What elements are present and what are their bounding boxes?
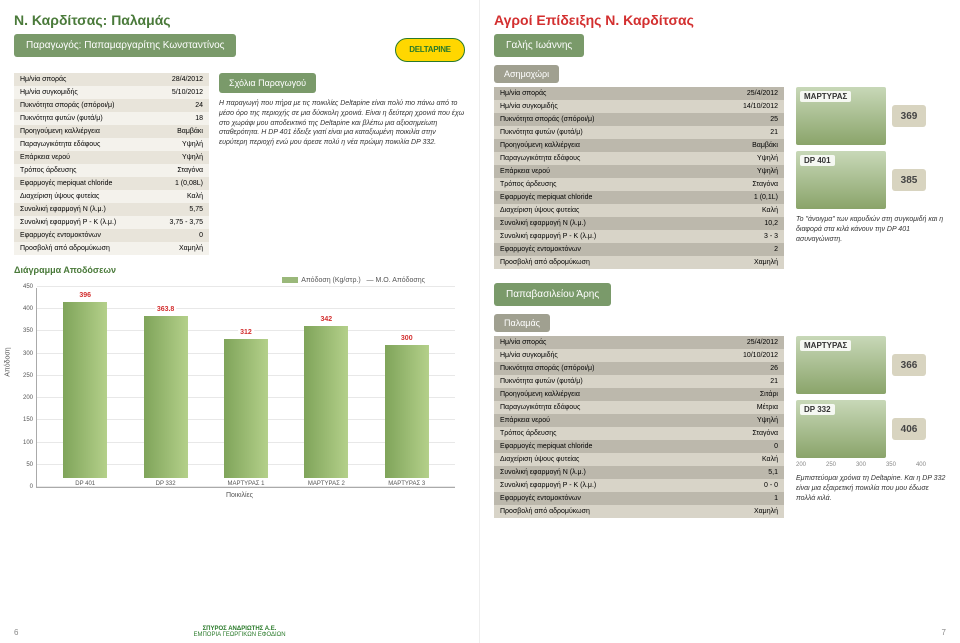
yield-thumb: DP 401385 bbox=[796, 151, 946, 209]
x-axis-label: Ποικιλίες bbox=[14, 492, 465, 499]
y-axis-label: Απόδοση bbox=[5, 347, 12, 376]
chart-title: Διάγραμμα Αποδόσεων bbox=[14, 265, 465, 275]
bar: 312ΜΑΡΤΥΡΑΣ 1 bbox=[211, 339, 281, 487]
comment-heading: Σχόλια Παραγωγού bbox=[219, 73, 316, 93]
meta-row: Προηγούμενη καλλιέργειαΒαμβάκι bbox=[14, 125, 209, 138]
meta-row: Συνολική εφαρμογή P - K (λ.μ.)3,75 - 3,7… bbox=[14, 216, 209, 229]
meta-row: Διαχείριση ύψους φυτείαςΚαλή bbox=[14, 190, 209, 203]
meta-row: Ημ/νία συγκομιδής5/10/2012 bbox=[14, 86, 209, 99]
chart-legend: Απόδοση (Kg/στρ.) — Μ.Ο. Απόδοσης bbox=[14, 277, 425, 284]
note-text: Το "άνοιγμα" των καρυδιών στη συγκομιδή … bbox=[796, 215, 946, 244]
page-number: 7 bbox=[942, 628, 946, 637]
deltapine-logo: DELTAPINE bbox=[395, 38, 465, 62]
producer-pill: Παραγωγός: Παπαμαργαρίτης Κωνσταντίνος bbox=[14, 34, 236, 57]
page-title-right: Αγροί Επίδειξης Ν. Καρδίτσας bbox=[494, 12, 946, 28]
meta-row: Πυκνότητα φυτών (φυτά/μ)18 bbox=[14, 112, 209, 125]
bar-chart: 050100150200250300350400450396DP 401363.… bbox=[36, 288, 455, 488]
location-pill: Παλαμάς bbox=[494, 314, 550, 332]
yield-thumb: ΜΑΡΤΥΡΑΣ369 bbox=[796, 87, 946, 145]
footer-logo: ΣΠΥΡΟΣ ΑΝΔΡΙΩΤΗΣ Α.Ε. ΕΜΠΟΡΙΑ ΓΕΩΡΓΙΚΩΝ … bbox=[193, 626, 285, 639]
page-number: 6 bbox=[14, 628, 18, 637]
yield-thumb: DP 332406 bbox=[796, 400, 946, 458]
page-title-left: Ν. Καρδίτσας: Παλαμάς bbox=[14, 12, 465, 28]
meta-row: Εφαρμογές εντομοκτόνων0 bbox=[14, 229, 209, 242]
bar: 300ΜΑΡΤΥΡΑΣ 3 bbox=[372, 345, 442, 487]
meta-row: Παραγωγικότητα εδάφουςΥψηλή bbox=[14, 138, 209, 151]
bar: 363.8DP 332 bbox=[131, 316, 201, 487]
meta-table: Ημ/νία σποράς25/4/2012Ημ/νία συγκομιδής1… bbox=[494, 87, 784, 269]
location-pill: Ασημοχώρι bbox=[494, 65, 559, 83]
meta-row: Προσβολή από αδρομύκωσηΧαμηλή bbox=[14, 242, 209, 255]
producer-pill: Παπαβασιλείου Άρης bbox=[494, 283, 611, 306]
yield-thumb: ΜΑΡΤΥΡΑΣ366 bbox=[796, 336, 946, 394]
meta-row: Εφαρμογές mepiquat chloride1 (0,08L) bbox=[14, 177, 209, 190]
note-text: Εμπιστεύομαι χρόνια τη Deltapine. Και η … bbox=[796, 474, 946, 503]
meta-table-left: Ημ/νία σποράς28/4/2012Ημ/νία συγκομιδής5… bbox=[14, 73, 209, 255]
meta-row: Ημ/νία σποράς28/4/2012 bbox=[14, 73, 209, 86]
producer-pill: Γαλής Ιωάννης bbox=[494, 34, 584, 57]
legend-swatch bbox=[282, 277, 298, 283]
field-block: Παπαβασιλείου Άρης Παλαμάς Ημ/νία σποράς25… bbox=[494, 283, 946, 518]
meta-row: Πυκνότητα σποράς (σπόροι/μ)24 bbox=[14, 99, 209, 112]
comment-text: Η παραγωγή που πήρα με τις ποικιλίες Del… bbox=[219, 99, 465, 148]
meta-row: Επάρκεια νερούΥψηλή bbox=[14, 151, 209, 164]
meta-row: Συνολική εφαρμογή N (λ.μ.)5,75 bbox=[14, 203, 209, 216]
meta-row: Τρόπος άρδευσηςΣταγόνα bbox=[14, 164, 209, 177]
meta-table: Ημ/νία σποράς25/4/2012Ημ/νία συγκομιδής1… bbox=[494, 336, 784, 518]
field-block: Γαλής Ιωάννης Ασημοχώρι Ημ/νία σποράς25/4/… bbox=[494, 34, 946, 269]
